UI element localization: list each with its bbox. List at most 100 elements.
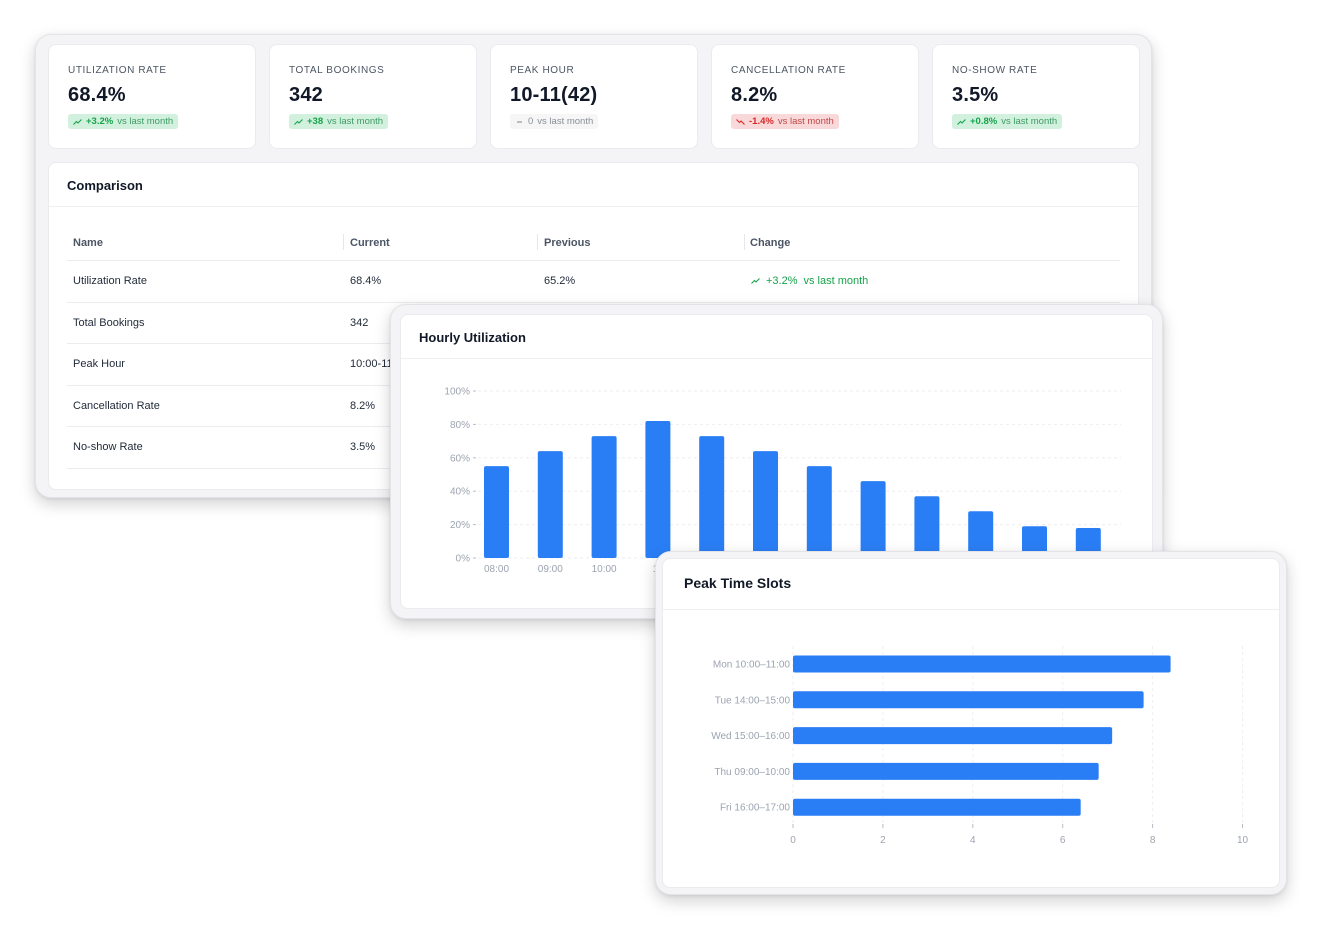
- kpi-label: PEAK HOUR: [510, 65, 575, 76]
- bar: [645, 421, 671, 558]
- trend-down-icon: [736, 118, 745, 125]
- peak-header: Peak Time Slots: [663, 559, 1279, 610]
- kpi-label: TOTAL BOOKINGS: [289, 65, 385, 76]
- bar: [793, 762, 1099, 780]
- hourly-header: Hourly Utilization: [401, 315, 1152, 359]
- hourly-utilization-panel: Hourly Utilization 0% 20% 40% 60% 80% 100% 08:…: [390, 304, 1163, 619]
- kpi-delta-badge: 0 vs last month: [510, 114, 599, 129]
- column-header-current[interactable]: Current: [350, 237, 390, 249]
- bar: [753, 451, 778, 558]
- column-header-change[interactable]: Change: [750, 237, 791, 249]
- bar: [793, 691, 1144, 709]
- x-tick-label: 09:00: [538, 564, 563, 575]
- peak-time-slots-chart: 0 2 4 6 8 10 Mon 10:00–11:00 Tue 14:00–15:00 Wed…: [711, 646, 1249, 846]
- cell-current: 10:00-11: [350, 358, 393, 370]
- kpi-card: CANCELLATION RATE 8.2% -1.4% vs last month: [711, 44, 919, 149]
- kpi-value: 8.2%: [731, 84, 778, 106]
- column-divider: [343, 234, 344, 250]
- bar: [537, 451, 563, 558]
- table-row[interactable]: Utilization Rate 68.4% 65.2% +3.2% vs last m…: [67, 261, 1120, 303]
- cell-name: No-show Rate: [73, 441, 143, 453]
- cell-current: 8.2%: [350, 399, 376, 412]
- kpi-card: PEAK HOUR 10-11(42) 0 vs last month: [490, 44, 698, 149]
- y-category-label: Thu 09:00–10:00: [714, 767, 790, 778]
- delta-value: +0.8%: [970, 116, 998, 127]
- cell-change: +3.2% vs last month: [751, 275, 868, 287]
- kpi-delta-badge: +38 vs last month: [289, 114, 389, 129]
- bar: [1022, 526, 1047, 558]
- bar: [860, 481, 886, 558]
- delta-suffix: vs last month: [117, 116, 174, 127]
- table-header-row: Name Current Previous Change: [67, 225, 1120, 261]
- x-tick-label: 0: [790, 835, 796, 846]
- bar: [806, 466, 832, 558]
- y-category-label: Mon 10:00–11:00: [713, 660, 791, 671]
- kpi-value: 3.5%: [952, 84, 999, 106]
- delta-value: +38: [307, 116, 324, 127]
- y-category-label: Wed 15:00–16:00: [711, 731, 790, 742]
- delta-suffix: vs last month: [327, 116, 384, 127]
- bar: [699, 436, 725, 558]
- cell-current: 342: [350, 316, 369, 329]
- y-tick-label: 0%: [456, 554, 471, 565]
- bar: [484, 466, 509, 558]
- cell-current: 68.4%: [350, 275, 382, 287]
- column-divider: [744, 234, 745, 250]
- comparison-title: Comparison: [67, 178, 143, 193]
- x-tick-label: 8: [1150, 835, 1156, 846]
- kpi-card: NO-SHOW RATE 3.5% +0.8% vs last month: [932, 44, 1140, 149]
- kpi-label: UTILIZATION RATE: [68, 65, 167, 76]
- y-category-label: Tue 14:00–15:00: [715, 695, 791, 706]
- kpi-value: 342: [289, 84, 323, 106]
- bar: [914, 496, 940, 558]
- bar: [793, 655, 1171, 673]
- delta-value: 0: [528, 116, 534, 127]
- kpi-delta-badge: +0.8% vs last month: [952, 114, 1063, 129]
- kpi-label: NO-SHOW RATE: [952, 65, 1038, 76]
- x-tick-label: 10: [1237, 835, 1249, 846]
- y-tick-label: 60%: [450, 453, 470, 464]
- x-tick-label: 4: [970, 835, 976, 846]
- bar: [793, 727, 1113, 745]
- kpi-value: 68.4%: [68, 84, 126, 106]
- x-tick-label: 6: [1060, 835, 1066, 846]
- cell-previous: 65.2%: [544, 275, 576, 287]
- delta-suffix: vs last month: [537, 116, 594, 127]
- trend-up-icon: [294, 118, 303, 125]
- y-tick-label: 20%: [450, 520, 470, 531]
- change-value: +3.2%: [766, 275, 798, 287]
- kpi-delta-badge: -1.4% vs last month: [731, 114, 839, 129]
- trend-up-icon: [751, 278, 760, 284]
- peak-title: Peak Time Slots: [684, 575, 792, 591]
- delta-suffix: vs last month: [777, 116, 834, 127]
- change-suffix: vs last month: [803, 275, 869, 287]
- cell-name: Total Bookings: [73, 316, 145, 329]
- bar: [1075, 527, 1101, 558]
- column-divider: [537, 234, 538, 250]
- delta-suffix: vs last month: [1001, 116, 1058, 127]
- y-tick-label: 40%: [450, 487, 470, 498]
- delta-value: +3.2%: [86, 116, 114, 127]
- kpi-value: 10-11(42): [510, 84, 598, 106]
- kpi-delta-badge: +3.2% vs last month: [68, 114, 179, 129]
- hourly-title: Hourly Utilization: [419, 330, 526, 345]
- x-tick-label: 2: [880, 835, 886, 846]
- comparison-header: Comparison: [49, 163, 1138, 207]
- cell-current: 3.5%: [350, 441, 376, 453]
- column-header-name[interactable]: Name: [73, 237, 103, 249]
- cell-name: Peak Hour: [73, 358, 125, 370]
- kpi-card: TOTAL BOOKINGS 342 +38 vs last month: [269, 44, 477, 149]
- peak-time-slots-panel: Peak Time Slots 0 2 4 6 8 10 Mon 10:00–11:00 Tu…: [655, 551, 1287, 895]
- bar: [793, 798, 1081, 816]
- column-header-previous[interactable]: Previous: [544, 237, 591, 249]
- trend-up-icon: [957, 118, 966, 125]
- kpi-label: CANCELLATION RATE: [731, 65, 846, 76]
- trend-flat-icon: [517, 120, 522, 123]
- y-category-label: Fri 16:00–17:00: [720, 803, 790, 814]
- x-tick-label: 10:00: [592, 564, 617, 575]
- y-tick-label: 80%: [450, 420, 470, 431]
- kpi-card: UTILIZATION RATE 68.4% +3.2% vs last month: [48, 44, 256, 149]
- peak-time-slots-card: Peak Time Slots 0 2 4 6 8 10 Mon 10:00–11:00 Tu…: [662, 558, 1280, 888]
- cell-name: Utilization Rate: [73, 275, 147, 287]
